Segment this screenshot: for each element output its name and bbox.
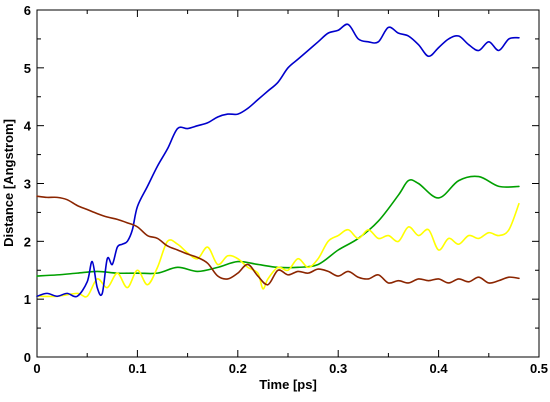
series-line-3	[36, 195, 520, 286]
y-tick-label-3: 3	[24, 177, 31, 192]
y-tick-label-0: 0	[24, 350, 31, 365]
x-tick-label-3: 0.3	[329, 361, 347, 376]
x-tick-label-0: 0	[33, 361, 40, 376]
y-tick-label-6: 6	[24, 3, 31, 18]
x-tick-label-2: 0.2	[229, 361, 247, 376]
x-tick-label-5: 0.5	[530, 361, 548, 376]
y-tick-label-4: 4	[24, 119, 32, 134]
y-tick-label-1: 1	[24, 292, 31, 307]
y-tick-label-2: 2	[24, 234, 31, 249]
plot-area	[36, 9, 540, 358]
series-line-1	[36, 202, 520, 298]
x-axis-title: Time [ps]	[259, 377, 317, 392]
y-tick-label-5: 5	[24, 61, 31, 76]
x-tick-label-1: 0.1	[128, 361, 146, 376]
y-axis-title: Distance [Angstrom]	[1, 119, 16, 247]
x-tick-label-4: 0.4	[430, 361, 449, 376]
tick-labels: 0 0.1 0.2 0.3 0.4 0.5 0 1 2 3 4 5 6	[24, 3, 548, 376]
series-line-2	[36, 23, 520, 298]
series-line-0	[36, 175, 520, 277]
series-layer	[36, 23, 520, 298]
axis-ticks	[36, 9, 540, 358]
